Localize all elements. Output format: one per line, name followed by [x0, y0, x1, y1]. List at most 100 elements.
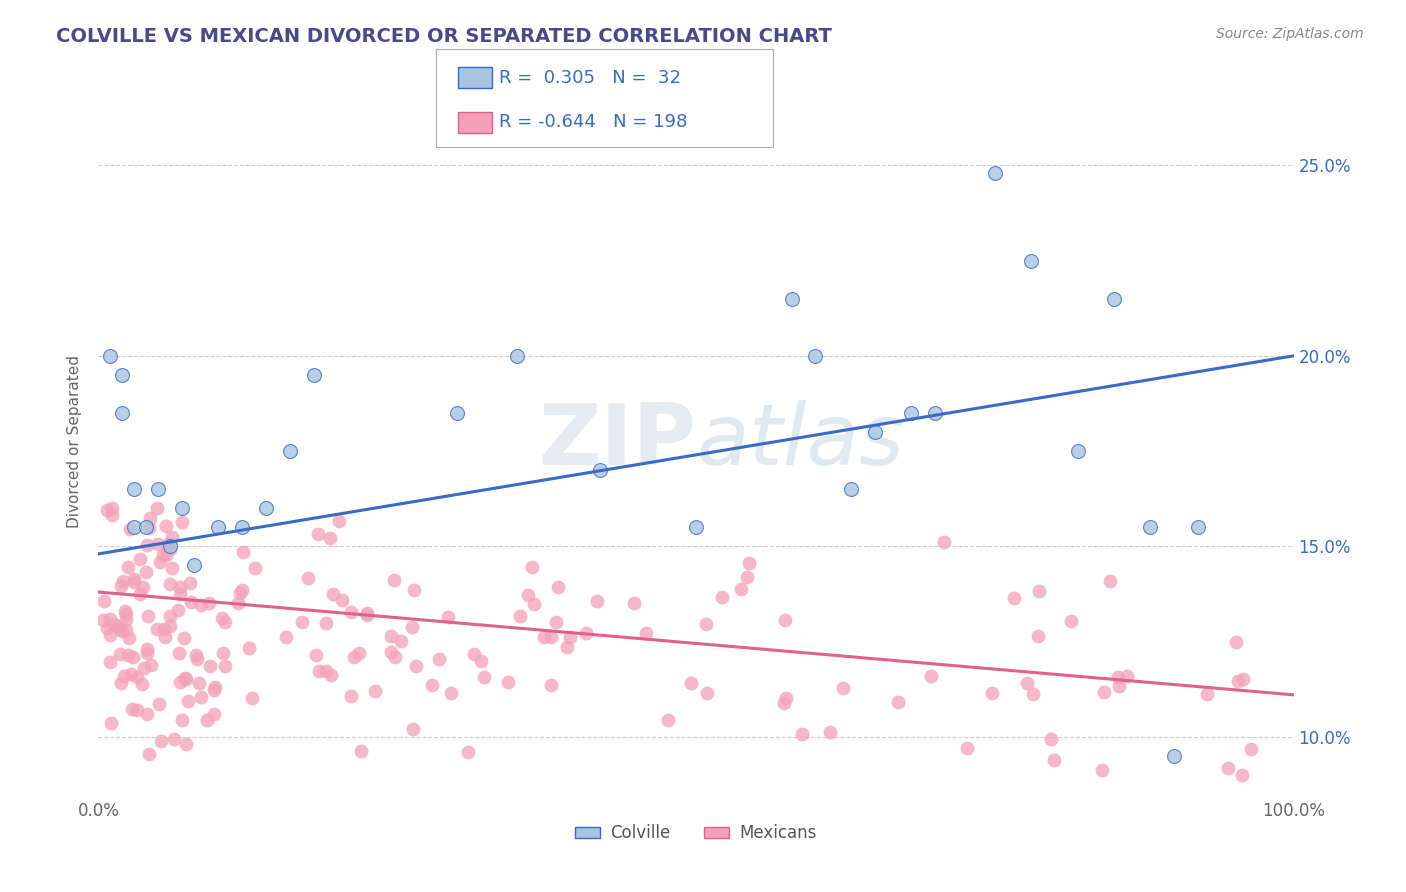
- Point: [146, 622, 169, 636]
- Point: [167, 646, 190, 660]
- Point: [305, 648, 328, 662]
- Point: [98, 349, 122, 363]
- Point: [159, 608, 181, 623]
- Point: [211, 646, 233, 660]
- Point: [540, 678, 562, 692]
- Point: [108, 622, 131, 636]
- Point: [228, 586, 250, 600]
- Point: [1067, 444, 1090, 458]
- Point: [364, 684, 387, 698]
- Point: [1216, 761, 1239, 775]
- Point: [1060, 614, 1083, 628]
- Text: R =  0.305   N =  32: R = 0.305 N = 32: [499, 69, 681, 87]
- Point: [322, 587, 344, 601]
- Point: [204, 680, 226, 694]
- Point: [163, 731, 186, 746]
- Point: [738, 556, 761, 570]
- Point: [138, 521, 160, 535]
- Point: [509, 609, 531, 624]
- Point: [155, 519, 177, 533]
- Text: atlas: atlas: [696, 400, 904, 483]
- Point: [172, 501, 194, 516]
- Text: COLVILLE VS MEXICAN DIVORCED OR SEPARATED CORRELATION CHART: COLVILLE VS MEXICAN DIVORCED OR SEPARATE…: [56, 27, 832, 45]
- Point: [103, 617, 125, 632]
- Point: [328, 514, 350, 528]
- Point: [118, 631, 141, 645]
- Point: [382, 573, 405, 587]
- Point: [402, 722, 425, 736]
- Point: [135, 646, 157, 660]
- Point: [160, 561, 183, 575]
- Point: [343, 650, 366, 665]
- Point: [340, 689, 363, 703]
- Point: [349, 646, 371, 660]
- Point: [122, 572, 145, 586]
- Point: [955, 741, 977, 756]
- Point: [214, 615, 236, 630]
- Point: [125, 703, 148, 717]
- Point: [108, 647, 131, 661]
- Point: [226, 596, 249, 610]
- Point: [136, 706, 159, 721]
- Point: [1240, 741, 1263, 756]
- Point: [1232, 672, 1254, 686]
- Point: [155, 548, 177, 562]
- Point: [136, 538, 159, 552]
- Point: [174, 737, 197, 751]
- Point: [772, 696, 794, 710]
- Point: [135, 520, 157, 534]
- Point: [710, 591, 733, 605]
- Point: [91, 614, 114, 628]
- Point: [114, 604, 136, 618]
- Point: [1116, 669, 1139, 683]
- Point: [470, 654, 492, 668]
- Point: [159, 577, 181, 591]
- Point: [96, 621, 118, 635]
- Point: [198, 597, 221, 611]
- Point: [101, 508, 124, 523]
- Text: ZIP: ZIP: [538, 400, 696, 483]
- Point: [214, 658, 236, 673]
- Point: [457, 745, 479, 759]
- Point: [685, 520, 707, 534]
- Point: [924, 406, 946, 420]
- Point: [190, 598, 212, 612]
- Point: [170, 515, 193, 529]
- Point: [136, 642, 159, 657]
- Point: [138, 511, 160, 525]
- Point: [180, 594, 202, 608]
- Point: [238, 641, 260, 656]
- Point: [135, 565, 157, 579]
- Point: [634, 626, 657, 640]
- Point: [818, 725, 841, 739]
- Point: [1099, 574, 1122, 588]
- Point: [920, 669, 942, 683]
- Point: [297, 571, 319, 585]
- Point: [183, 558, 205, 573]
- Point: [307, 526, 329, 541]
- Legend: Colville, Mexicans: Colville, Mexicans: [569, 818, 823, 849]
- Point: [117, 648, 139, 663]
- Point: [100, 501, 122, 516]
- Point: [169, 587, 191, 601]
- Point: [149, 555, 172, 569]
- Point: [405, 658, 427, 673]
- Point: [440, 686, 463, 700]
- Point: [804, 349, 827, 363]
- Point: [243, 561, 266, 575]
- Point: [319, 531, 342, 545]
- Point: [544, 615, 567, 629]
- Point: [186, 652, 208, 666]
- Point: [159, 539, 181, 553]
- Point: [887, 695, 910, 709]
- Point: [148, 482, 170, 496]
- Point: [1040, 731, 1063, 746]
- Point: [730, 582, 752, 597]
- Point: [330, 593, 353, 607]
- Point: [832, 681, 855, 695]
- Point: [207, 520, 229, 534]
- Point: [110, 578, 132, 592]
- Point: [472, 670, 495, 684]
- Point: [657, 713, 679, 727]
- Point: [146, 537, 169, 551]
